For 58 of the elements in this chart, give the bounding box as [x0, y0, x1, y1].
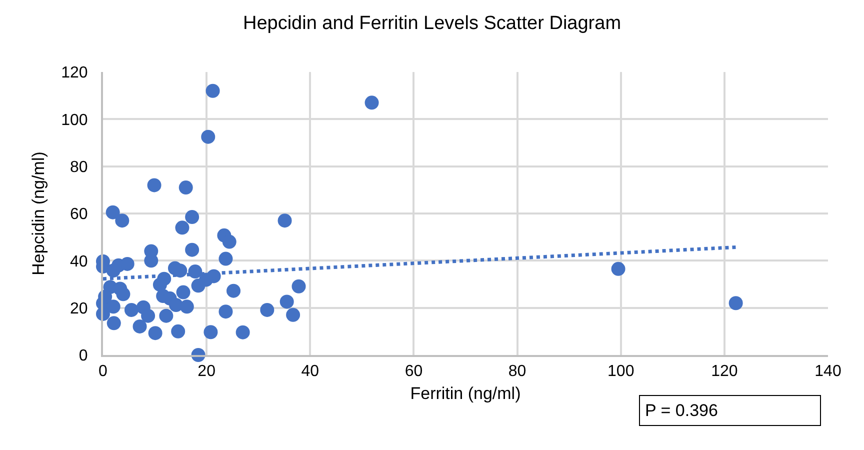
point: [106, 264, 120, 278]
point: [120, 256, 134, 271]
point: [728, 296, 743, 310]
point: [226, 284, 240, 298]
x-axis-title: Ferritin (ng/ml): [410, 384, 521, 404]
point: [364, 96, 379, 110]
point: [147, 178, 162, 192]
y-tick-label: 20: [70, 300, 88, 318]
x-tick-label: 80: [508, 363, 526, 380]
point: [222, 234, 236, 249]
point: [286, 308, 300, 322]
point: [185, 242, 200, 257]
point: [141, 308, 156, 323]
point: [171, 324, 186, 338]
point: [191, 278, 206, 293]
point: [180, 300, 194, 314]
text: P = 0.396: [645, 401, 718, 420]
point: [278, 214, 292, 228]
point: [185, 210, 200, 224]
y-tick-label: 120: [61, 64, 88, 82]
x-tick-label: 100: [608, 363, 634, 380]
point: [106, 316, 121, 330]
y-tick-label: 80: [70, 158, 88, 176]
point: [292, 279, 306, 294]
point: [204, 325, 218, 340]
point: [106, 300, 120, 314]
y-tick-label: 100: [61, 112, 88, 129]
point: [159, 308, 174, 323]
x-tick-label: 20: [198, 363, 216, 380]
chart-title: Hepcidin and Ferritin Levels Scatter Diagram: [242, 13, 622, 34]
point: [201, 130, 216, 144]
x-tick-label: 140: [814, 363, 842, 380]
point: [148, 326, 162, 340]
point: [611, 262, 626, 276]
y-tick-label: 40: [70, 253, 88, 270]
point: [132, 319, 147, 334]
point: [144, 254, 158, 268]
y-tick-label: 0: [78, 348, 88, 365]
point: [280, 294, 294, 309]
point: [260, 302, 274, 317]
point: [152, 278, 167, 292]
point: [175, 220, 190, 235]
y-tick-label: 60: [70, 206, 88, 224]
x-tick-label: 40: [301, 363, 320, 380]
point: [106, 205, 120, 220]
point: [124, 302, 138, 317]
point: [176, 285, 190, 300]
point: [206, 84, 220, 98]
x-tick-label: 0: [98, 363, 108, 380]
x-tick-label: 120: [711, 363, 738, 380]
point: [236, 325, 250, 340]
point: [218, 252, 233, 266]
y-axis-title: Hepcidin (ng/ml): [29, 152, 48, 276]
x-tick-label: 60: [404, 363, 423, 380]
point: [218, 304, 233, 319]
point: [116, 287, 130, 302]
point: [115, 214, 130, 228]
point: [178, 180, 193, 195]
